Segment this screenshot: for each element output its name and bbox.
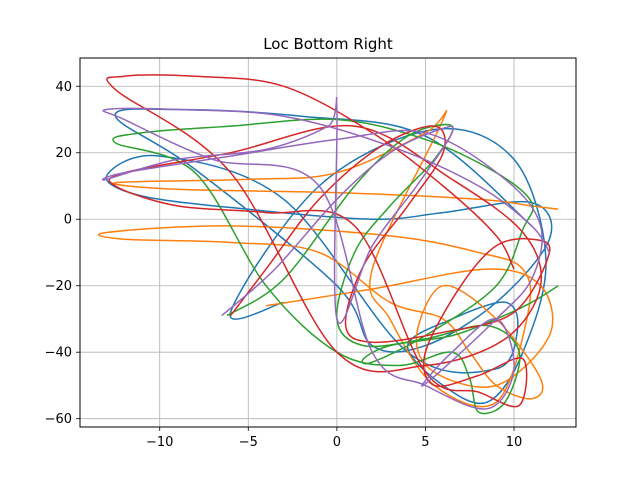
axes-ticks: −10 −5 0 5 10 −60 −40 −20 0 20 40 <box>45 80 523 450</box>
x-tick-label: −10 <box>146 435 173 450</box>
y-tick-label: 40 <box>55 80 72 95</box>
series-line-2 <box>98 110 559 408</box>
y-tick-label: −20 <box>45 279 72 294</box>
x-tick-label: 5 <box>421 435 429 450</box>
y-tick-label: 20 <box>55 146 72 161</box>
y-tick-label: 0 <box>64 213 72 228</box>
plot-frame <box>79 57 577 428</box>
series-line-3 <box>112 118 559 415</box>
x-tick-label: 10 <box>506 435 523 450</box>
series-line-4 <box>106 74 551 408</box>
y-tick-label: −60 <box>45 412 72 427</box>
y-tick-label: −40 <box>45 346 72 361</box>
chart-title: Loc Bottom Right <box>263 35 393 53</box>
series-group <box>98 74 559 415</box>
x-tick-label: 0 <box>333 435 341 450</box>
x-tick-label: −5 <box>239 435 258 450</box>
series-line-5 <box>101 96 551 410</box>
series-line-1 <box>105 108 553 405</box>
